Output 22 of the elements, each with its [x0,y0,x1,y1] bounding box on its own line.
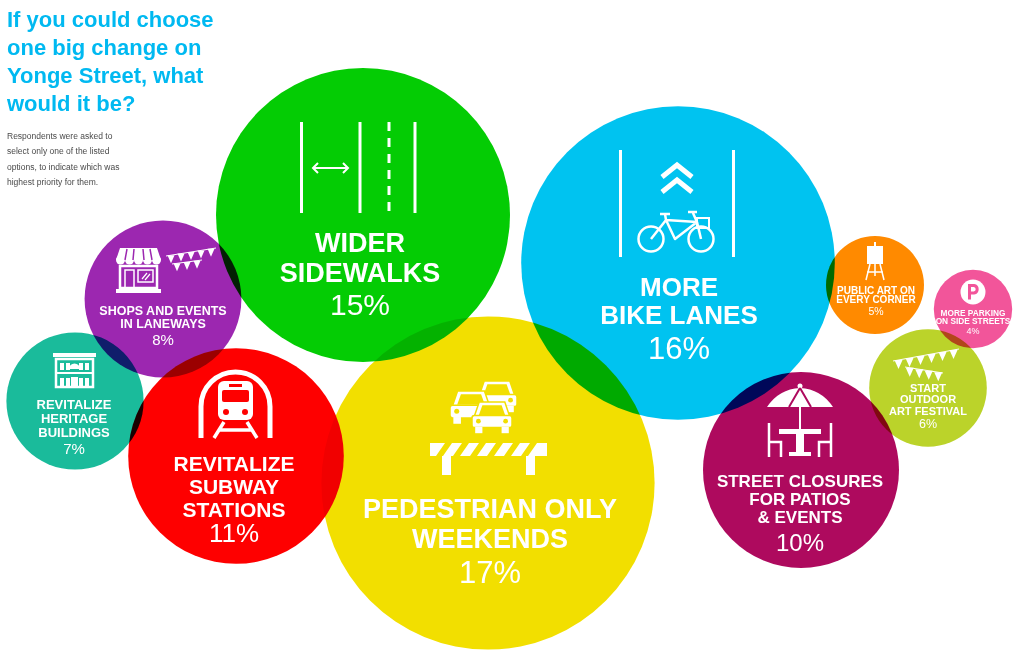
data-label: 17% [458,555,522,591]
data-label: 6% [918,416,938,431]
category-label: PEDESTRIAN ONLY WEEKENDS [362,493,618,554]
category-label: REVITALIZE SUBWAY STATIONS [173,451,295,521]
category-label: WIDER SIDEWALKS [279,227,441,288]
data-label: 7% [63,440,85,458]
category-label: REVITALIZE HERITAGE BUILDINGS [36,396,112,440]
text: If you could choose one big change on Yonge Street, what would it be? [7,6,215,118]
data-label: 8% [152,331,174,349]
category-label: SHOPS AND EVENTS IN LANEWAYS [99,303,227,331]
category-label: STREET CLOSURES FOR PATIOS & EVENTS [716,472,884,528]
data-label: 5% [868,304,884,317]
category-label: MORE PARKING ON SIDE STREETS [935,307,1011,327]
category-label: START OUTDOOR ART FESTIVAL [888,381,968,417]
data-label: 10% [775,528,825,556]
text: Respondents were asked to select only one of the listed options, to indicate which was highest priority for them. [7,130,121,189]
category-label: MORE BIKE LANES [600,272,758,331]
data-label: 15% [329,287,391,321]
category-label: PUBLIC ART ON EVERY CORNER [836,284,917,306]
data-label: 4% [966,325,980,336]
data-label: 16% [647,331,711,367]
data-label: 11% [208,518,260,549]
